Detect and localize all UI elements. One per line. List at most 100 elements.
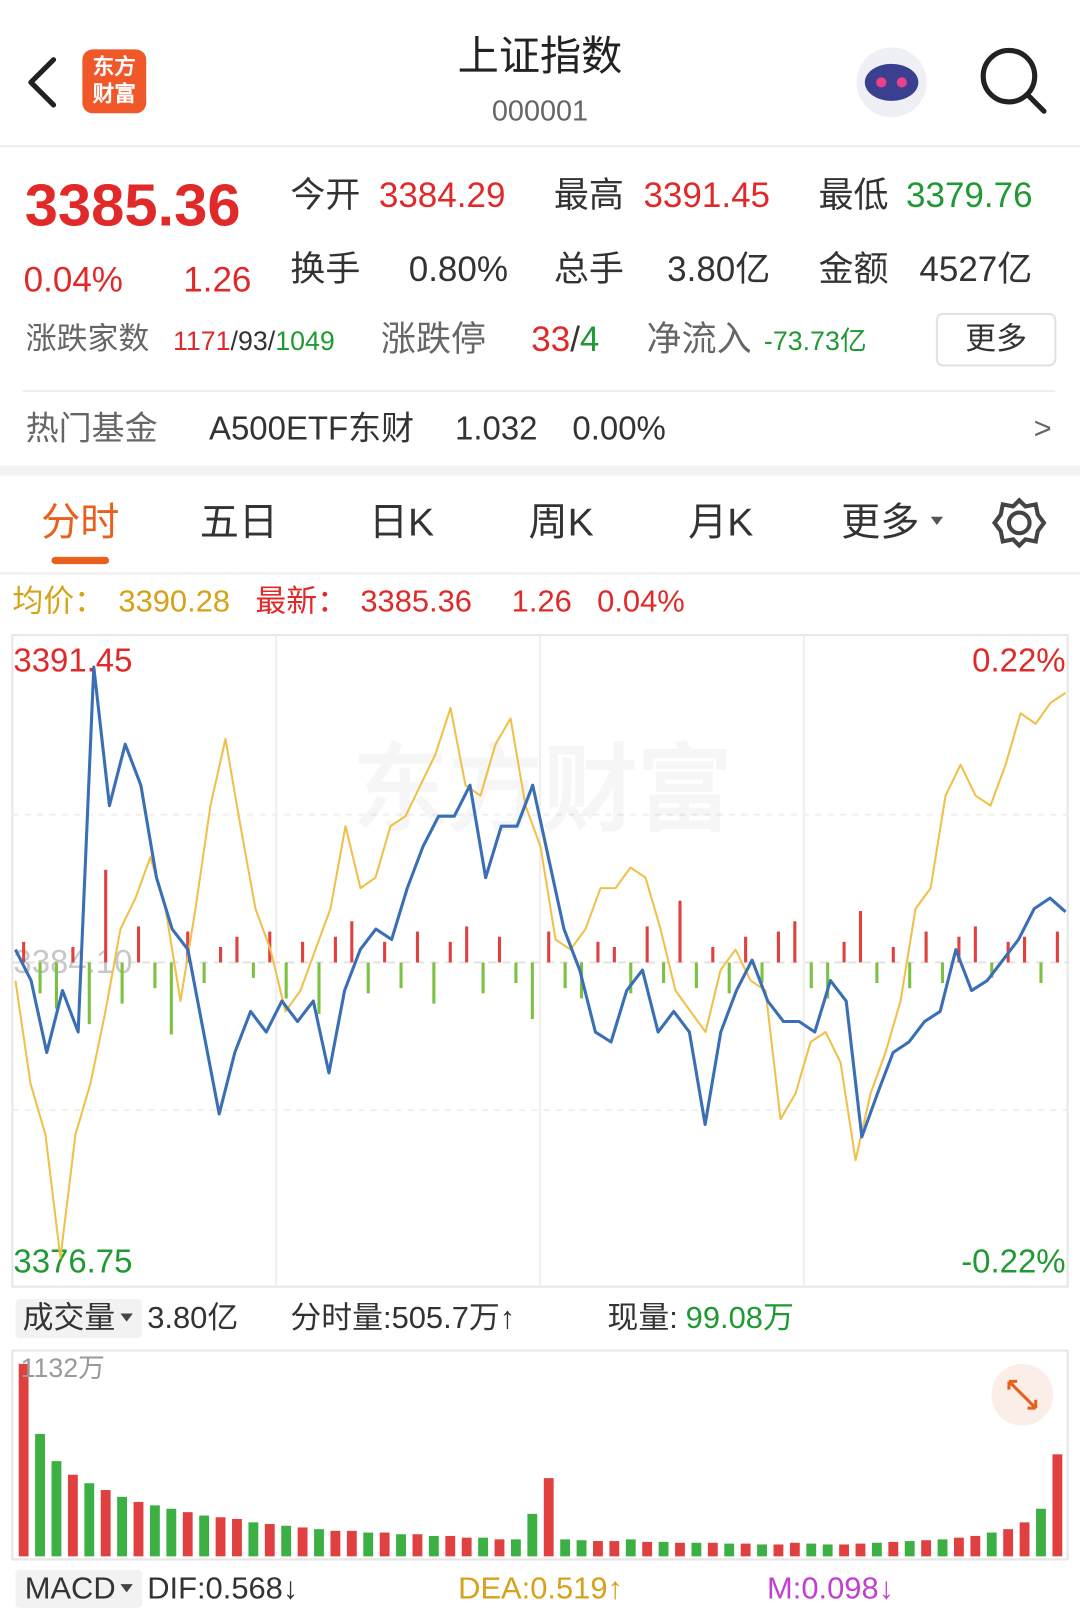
tab[interactable]: 更多 [841, 501, 920, 545]
flow-bar [678, 900, 682, 963]
volume-selector-label[interactable]: 成交量 [22, 1301, 116, 1336]
total-volume: 3.80亿 [147, 1301, 239, 1336]
flow-bar [957, 936, 961, 963]
flow-bar [169, 962, 173, 1035]
volume-bar [264, 1524, 275, 1557]
flow-bar [153, 962, 157, 989]
volume-bar [199, 1515, 210, 1557]
expand-button[interactable] [991, 1363, 1054, 1426]
tab[interactable]: 周K [528, 501, 594, 545]
volume-bar [428, 1535, 439, 1557]
flow-bar [448, 941, 452, 963]
average-line [14, 691, 1067, 1259]
logo-text: 东方 [92, 55, 136, 80]
fund-name[interactable]: A500ETF东财 [208, 409, 415, 447]
volume-bar [379, 1532, 390, 1557]
volume-bar [822, 1544, 833, 1557]
tab[interactable]: 日K [368, 501, 435, 545]
flow-bar [940, 962, 945, 984]
tab[interactable]: 五日 [199, 501, 278, 545]
volume-bar [84, 1483, 95, 1557]
tab-underline [51, 556, 110, 565]
indicator-selector[interactable] [15, 1569, 143, 1608]
flow-bar [1039, 962, 1043, 984]
logo-text: 财富 [92, 82, 136, 107]
flow-bar [727, 962, 731, 994]
assistant-icon[interactable] [856, 47, 927, 118]
volume-bar [543, 1478, 554, 1557]
separator: / [230, 325, 238, 357]
label: 涨跌停 [380, 320, 486, 360]
volume-bar [248, 1522, 259, 1557]
label: 总手 [553, 250, 624, 290]
macd-m: M:0.098↓ [767, 1571, 895, 1606]
more-button[interactable] [935, 312, 1057, 367]
volume-bar [675, 1542, 685, 1557]
volume-bar [593, 1541, 603, 1557]
volume-bar [757, 1544, 767, 1557]
volume-frame [11, 1349, 1069, 1561]
volume-bar [215, 1517, 226, 1557]
latest-price: 3385.36 [360, 584, 473, 619]
net-inflow: -73.73亿 [763, 325, 867, 357]
chevron[interactable]: > [1033, 411, 1052, 446]
volume-bar [232, 1518, 242, 1557]
macd-dea: DEA:0.519↑ [458, 1571, 623, 1606]
volume-bar [510, 1539, 521, 1557]
flow-bar [284, 962, 288, 999]
tab-active[interactable]: 分时 [41, 501, 120, 545]
label: 金额 [818, 250, 889, 290]
total-volume: 3.80亿 [667, 250, 771, 290]
search-button[interactable] [980, 47, 1047, 114]
more-button-label[interactable]: 更多 [965, 322, 1027, 357]
limit-up: 33 [531, 320, 571, 360]
flow-bar [71, 946, 75, 963]
label: 净流入 [646, 320, 752, 360]
flow-bar [383, 941, 387, 963]
flow-bar [333, 936, 337, 963]
flow-bar [875, 962, 879, 984]
tab[interactable]: 月K [688, 501, 754, 545]
volume-selector[interactable] [15, 1299, 143, 1339]
settings-button[interactable] [991, 497, 1047, 549]
label: 热门基金 [25, 409, 158, 447]
low-price: 3379.76 [906, 176, 1033, 216]
current-volume: 99.08万 [685, 1301, 794, 1336]
back-button[interactable] [28, 57, 57, 108]
fund-price: 1.032 [455, 409, 538, 447]
flow-bar [301, 941, 305, 963]
volume-bar [281, 1525, 292, 1557]
volume-bar [839, 1544, 849, 1557]
flow-bar [596, 941, 600, 963]
volume-bar [461, 1537, 472, 1557]
up-count: 1171 [172, 325, 231, 357]
volume-bar [35, 1433, 45, 1557]
limit-counts: 33/4 [531, 322, 599, 357]
y-tick-label: 3391.45 [13, 642, 132, 679]
volume-bar [412, 1534, 423, 1557]
high-price: 3391.45 [643, 176, 771, 216]
flow-bar [366, 962, 370, 994]
open-price: 3384.29 [378, 176, 506, 216]
volume-bar [986, 1532, 997, 1557]
volume-bar [707, 1542, 718, 1557]
flow-bar [219, 946, 223, 963]
fund-change: 0.00% [572, 409, 666, 447]
flat-count: 93 [237, 325, 268, 357]
volume-bar [904, 1541, 915, 1557]
volume-bar [51, 1461, 62, 1557]
volume-bar [724, 1543, 735, 1557]
dropdown-arrow [930, 516, 944, 525]
flow-bar [826, 962, 830, 999]
indicator-selector-label[interactable]: MACD [24, 1571, 116, 1606]
y-tick-label: 1132万 [21, 1353, 105, 1383]
volume-bar [789, 1542, 800, 1557]
flow-bar [514, 962, 518, 984]
app-logo [82, 49, 147, 114]
flow-bar [235, 936, 239, 963]
flow-bar [924, 931, 928, 963]
flow-bar [973, 926, 977, 963]
tick-volume: 分时量:505.7万↑ [290, 1301, 516, 1336]
